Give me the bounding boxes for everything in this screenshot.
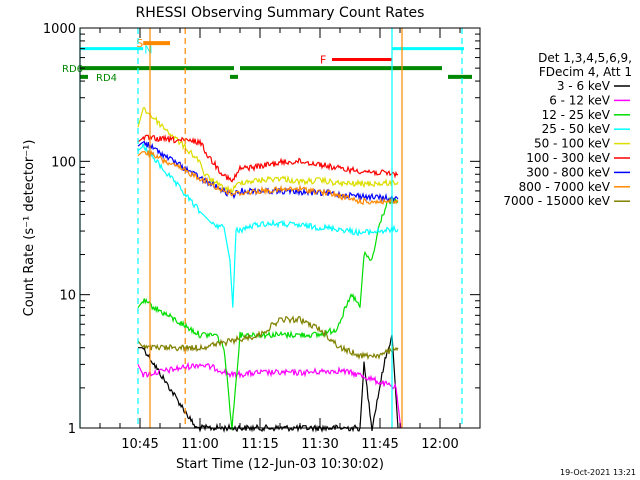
series-line [138, 334, 399, 433]
series-line [137, 361, 402, 429]
x-tick-label: 11:30 [301, 437, 338, 452]
legend-label: 300 - 800 keV [526, 165, 610, 179]
y-axis-label: Count Rate (s⁻¹ detector⁻¹) [22, 140, 37, 317]
y-tick-label: 1000 [43, 22, 76, 37]
x-tick-label: 11:00 [181, 437, 218, 452]
y-tick-label: 10 [59, 289, 76, 304]
y-tick-label: 100 [51, 155, 76, 170]
legend-label: 50 - 100 keV [534, 137, 611, 151]
flag-label-n: N [144, 44, 152, 57]
legend-label: 6 - 12 keV [549, 93, 611, 107]
legend-label: 800 - 7000 keV [519, 180, 611, 194]
legend-header: FDecim 4, Att 1 [539, 65, 632, 79]
y-tick-label: 1 [68, 422, 76, 437]
flag-label-f: F [320, 54, 326, 67]
flag-label-rd4: RD4 [96, 73, 117, 84]
series-line [137, 196, 399, 430]
series-line [137, 143, 399, 308]
x-tick-label: 12:00 [421, 437, 458, 452]
series-line [137, 315, 399, 361]
interval-lines [79, 28, 463, 428]
x-tick-label: 11:15 [241, 437, 278, 452]
legend-header: Det 1,3,4,5,6,9, [538, 51, 632, 65]
legend: Det 1,3,4,5,6,9,FDecim 4, Att 13 - 6 keV… [503, 51, 632, 208]
legend-label: 12 - 25 keV [542, 108, 611, 122]
series-lines [137, 106, 402, 433]
legend-label: 7000 - 15000 keV [503, 194, 610, 208]
x-axis-label: Start Time (12-Jun-03 10:30:02) [176, 457, 384, 472]
legend-label: 100 - 300 keV [526, 151, 610, 165]
series-line [137, 106, 399, 195]
legend-label: 25 - 50 keV [542, 122, 611, 136]
chart-title: RHESSI Observing Summary Count Rates [136, 5, 425, 21]
series-line [137, 140, 399, 204]
footer-timestamp: 19-Oct-2021 13:21 [560, 468, 636, 477]
flag-label-rd6: RD6 [62, 64, 83, 75]
x-axis: 10:45 11:00 11:15 11:30 11:45 12:00 [99, 28, 461, 452]
x-tick-label: 10:45 [121, 437, 158, 452]
y-axis: 1 10 100 1000 [43, 22, 480, 437]
series-line [137, 149, 399, 206]
flag-bars: SN F RD6 RD4 [62, 37, 472, 84]
series-line [137, 134, 399, 183]
flag-label-s: S [136, 37, 143, 50]
legend-label: 3 - 6 keV [557, 79, 611, 93]
x-tick-label: 11:45 [361, 437, 398, 452]
